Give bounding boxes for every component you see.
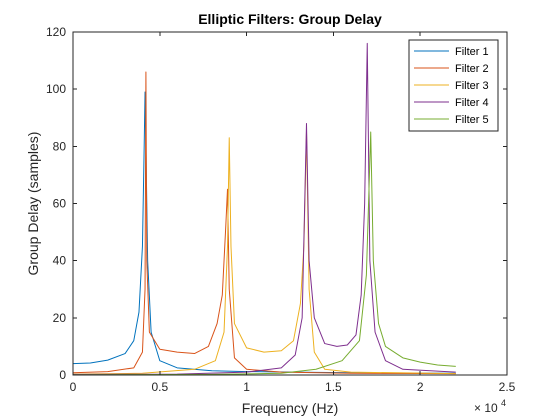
series-layer bbox=[72, 42, 456, 376]
y-tick-label: 60 bbox=[53, 197, 67, 211]
series-line-filter-5 bbox=[72, 131, 456, 376]
series-line-filter-2 bbox=[72, 71, 456, 375]
y-tick-label: 20 bbox=[53, 311, 67, 325]
legend-label-filter-2: Filter 2 bbox=[455, 63, 489, 75]
y-tick-label: 100 bbox=[46, 82, 66, 96]
x-tick-label: 1.5 bbox=[325, 380, 342, 394]
x-tick-label: 0.5 bbox=[151, 380, 168, 394]
y-tick-label: 0 bbox=[59, 368, 66, 382]
x-tick-label: 1 bbox=[243, 380, 250, 394]
x-tick-label: 2 bbox=[417, 380, 424, 394]
x-tick-label: 2.5 bbox=[499, 380, 516, 394]
legend-label-filter-5: Filter 5 bbox=[455, 114, 489, 126]
y-axis-label: Group Delay (samples) bbox=[25, 132, 41, 276]
legend-label-filter-3: Filter 3 bbox=[455, 80, 489, 92]
chart-title: Elliptic Filters: Group Delay bbox=[198, 11, 382, 27]
x-exponent-base: × 10 bbox=[474, 401, 498, 415]
x-tick-label: 0 bbox=[70, 380, 77, 394]
y-tick-label: 80 bbox=[53, 139, 67, 153]
series-line-filter-3 bbox=[72, 131, 456, 375]
y-tick-label: 40 bbox=[53, 254, 67, 268]
y-tick-label: 120 bbox=[46, 25, 66, 39]
x-exponent-power: 4 bbox=[501, 398, 506, 408]
ticks-layer: 0 0.5 1 1.5 2 2.5 0 20 40 60 80 100 120 bbox=[46, 25, 516, 394]
x-axis-exponent: × 10 4 bbox=[474, 398, 506, 415]
legend-label-filter-1: Filter 1 bbox=[455, 46, 489, 58]
series-line-filter-4 bbox=[72, 42, 456, 375]
legend-label-filter-4: Filter 4 bbox=[455, 97, 489, 109]
x-axis-label: Frequency (Hz) bbox=[242, 400, 338, 416]
legend: Filter 1 Filter 2 Filter 3 Filter 4 Filter 5 bbox=[408, 39, 499, 132]
